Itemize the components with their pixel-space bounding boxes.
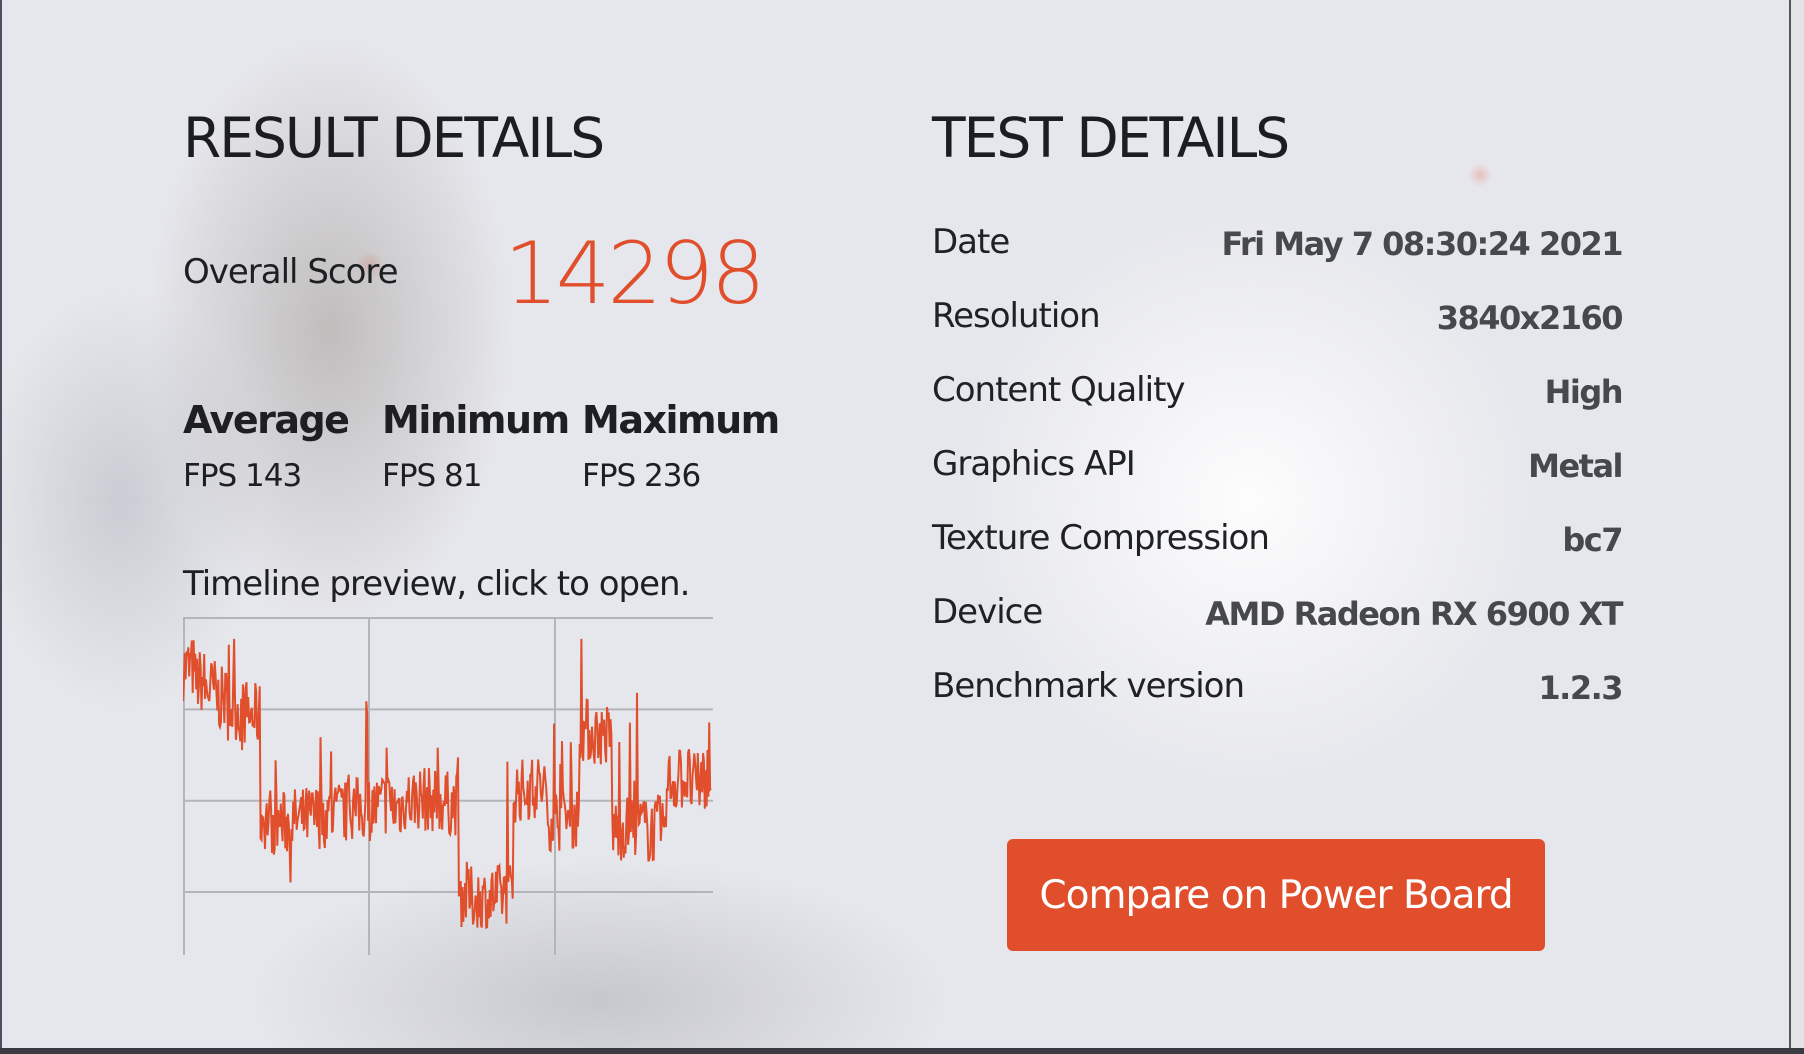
compare-on-power-board-button[interactable]: Compare on Power Board [1007, 839, 1545, 951]
test-detail-label: Benchmark version [932, 666, 1245, 706]
window-border [0, 0, 2, 1054]
average-fps: FPS 143 [183, 458, 302, 494]
window-border-right [1789, 0, 1804, 1054]
test-detail-label: Content Quality [932, 370, 1186, 410]
test-detail-value: Fri May 7 08:30:24 2021 [1221, 225, 1624, 263]
average-label: Average [183, 398, 350, 442]
test-detail-label: Date [932, 222, 1010, 262]
test-detail-value: Metal [1528, 447, 1623, 485]
test-detail-value: 1.2.3 [1538, 669, 1623, 707]
timeline-preview-label[interactable]: Timeline preview, click to open. [183, 564, 690, 604]
overall-score-value: 14298 [504, 224, 766, 324]
test-detail-label: Resolution [932, 296, 1101, 336]
test-detail-value: AMD Radeon RX 6900 XT [1205, 595, 1623, 633]
minimum-label: Minimum [382, 398, 570, 442]
minimum-fps: FPS 81 [382, 458, 483, 494]
maximum-label: Maximum [582, 398, 780, 442]
window-border-bottom [0, 1048, 1804, 1054]
test-detail-label: Texture Compression [932, 518, 1270, 558]
test-detail-label: Device [932, 592, 1043, 632]
test-detail-value: High [1544, 373, 1624, 411]
test-details-heading: TEST DETAILS [932, 106, 1290, 170]
maximum-fps: FPS 236 [582, 458, 701, 494]
test-detail-value: 3840x2160 [1436, 299, 1624, 337]
timeline-preview-chart[interactable] [183, 617, 713, 955]
test-detail-label: Graphics API [932, 444, 1136, 484]
fps-series-line [183, 638, 712, 930]
overall-score-label: Overall Score [183, 252, 399, 292]
test-detail-value: bc7 [1562, 521, 1623, 559]
result-details-heading: RESULT DETAILS [183, 106, 605, 170]
